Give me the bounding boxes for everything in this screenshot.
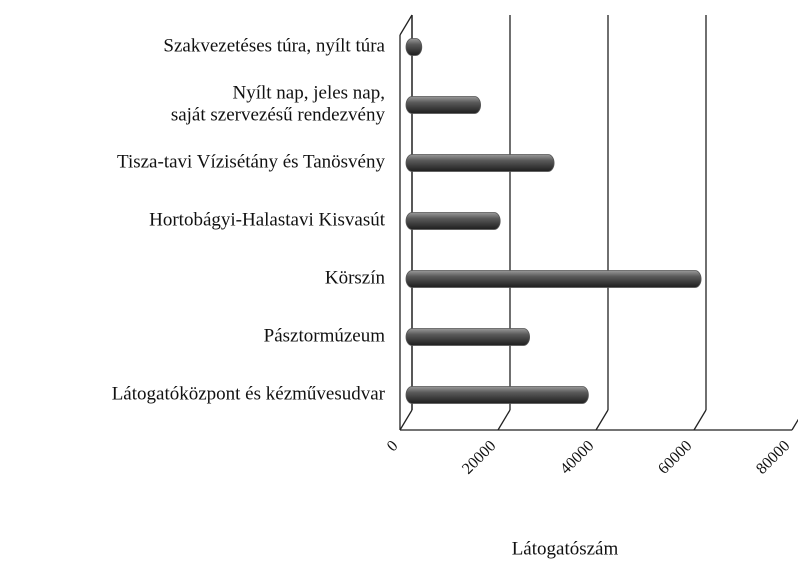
bar (405, 38, 423, 56)
y-tick-label: saját szervezésű rendezvény (171, 104, 386, 125)
y-tick-label: Körszín (325, 267, 386, 288)
grid-line (791, 418, 798, 431)
y-tick-label: Hortobágyi-Halastavi Kisvasút (149, 209, 386, 230)
bar (405, 328, 530, 346)
grid-line (399, 409, 413, 431)
bar (405, 212, 501, 230)
x-tick-label: 60000 (655, 437, 695, 477)
grid-line (693, 409, 707, 431)
y-tick-label: Pásztormúzeum (264, 325, 386, 346)
y-tick-label: Tisza-tavi Vízisétány és Tanösvény (117, 151, 385, 172)
grid-line (497, 409, 511, 431)
axis-wall (399, 14, 413, 36)
x-tick-label: 40000 (557, 437, 597, 477)
y-tick-label: Nyílt nap, jeles nap, (233, 82, 386, 103)
bar (405, 96, 481, 114)
x-tick-label: 80000 (753, 437, 793, 477)
bar (405, 270, 702, 288)
bar (405, 386, 589, 404)
bar (405, 154, 555, 172)
x-tick-label: 20000 (459, 437, 499, 477)
y-tick-label: Látogatóközpont és kézművesudvar (112, 383, 386, 404)
x-axis-label: Látogatószám (512, 538, 619, 559)
x-tick-label: 0 (384, 437, 402, 455)
y-tick-label: Szakvezetéses túra, nyílt túra (163, 35, 385, 56)
grid-line (595, 409, 609, 431)
